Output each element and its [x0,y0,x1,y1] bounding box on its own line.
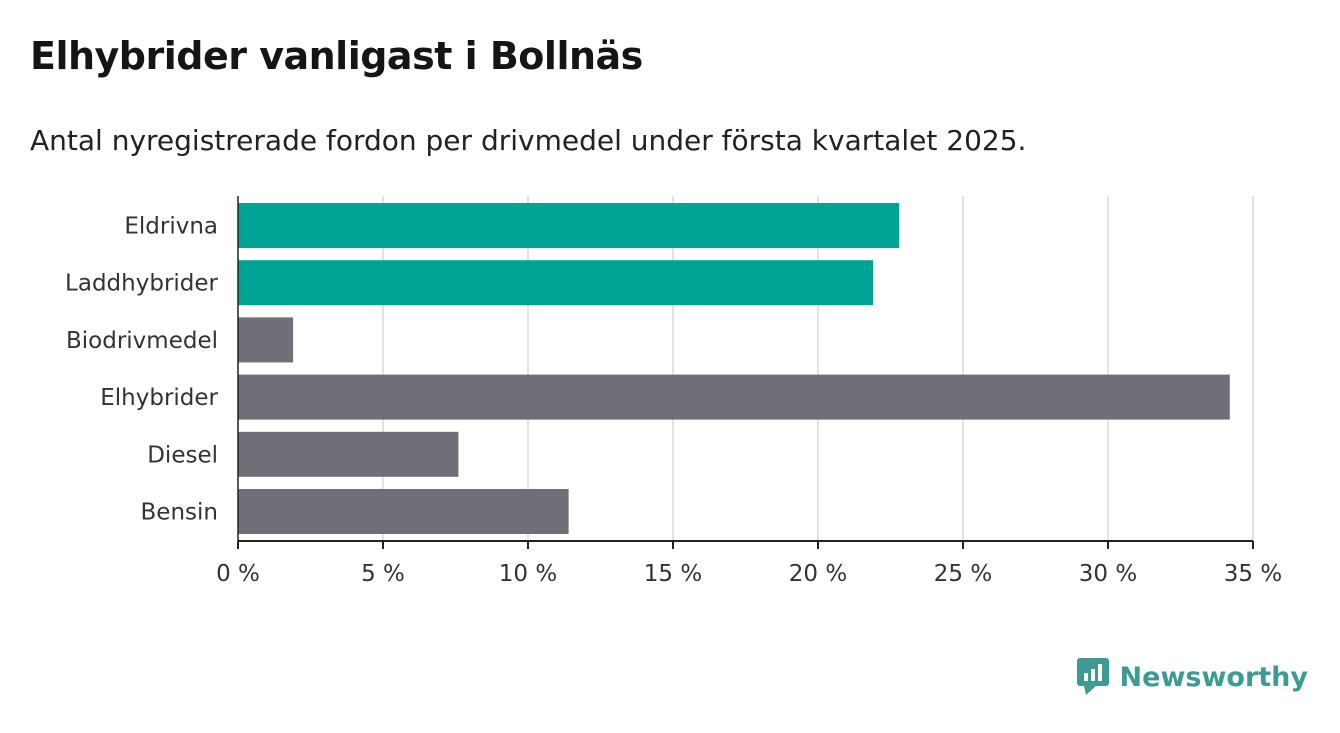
gridlines [382,196,1254,541]
category-label: Laddhybrider [65,271,218,297]
x-tick-label: 35 % [1224,561,1282,587]
bars [238,203,1230,534]
x-tick-label: 5 % [361,561,405,587]
bar [238,431,459,477]
category-label: Eldrivna [124,214,218,240]
bar [238,203,900,248]
brand-name: Newsworthy [1119,661,1308,693]
chart-subtitle: Antal nyregistrerade fordon per drivmede… [30,124,1027,157]
x-tick-label: 15 % [644,561,702,587]
category-label: Elhybrider [100,385,218,411]
bar-chart-speech-bubble-icon [1076,658,1109,695]
x-tick-label: 30 % [1079,561,1137,587]
bar-chart: Eldrivna Laddhybrider Biodrivmedel Elhybrid… [65,196,1282,587]
category-labels: Eldrivna Laddhybrider Biodrivmedel Elhybrid… [65,214,218,526]
bar [238,260,874,306]
chart-title: Elhybrider vanligast i Bollnäs [30,34,643,78]
category-label: Diesel [147,442,218,468]
x-tick-label: 10 % [499,561,557,587]
x-tick-label: 20 % [789,561,847,587]
bar [238,374,1230,420]
category-label: Bensin [141,500,218,526]
bar [238,317,294,363]
bar [238,489,569,534]
x-tick-label: 25 % [934,561,992,587]
x-tick-label: 0 % [216,561,260,587]
newsworthy-logo: Newsworthy [1076,657,1308,697]
x-axis: 0 % 5 % 10 % 15 % 20 % 25 % 30 % 35 % [216,196,1282,587]
category-label: Biodrivmedel [66,328,218,354]
